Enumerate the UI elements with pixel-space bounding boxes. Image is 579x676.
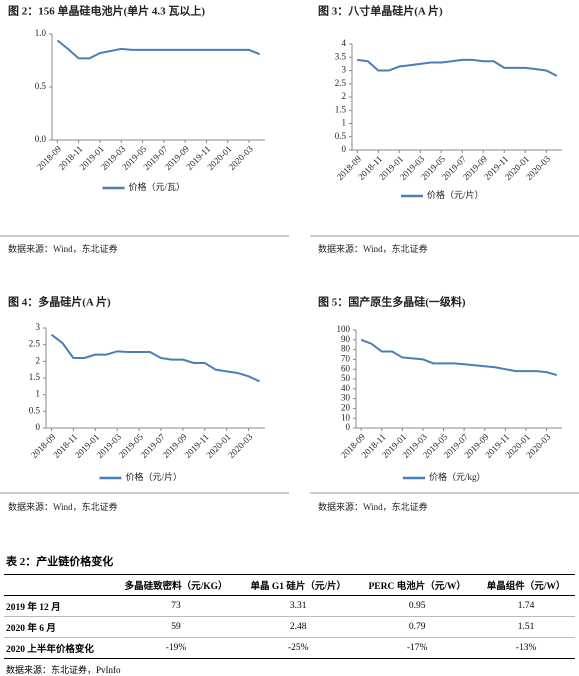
y-tick-label: 30 — [341, 393, 351, 403]
table-source: 数据来源：东北证券，PvInfo — [6, 665, 121, 675]
header-cell: 单晶 G1 硅片（元/片） — [239, 574, 358, 596]
y-tick-label: 0.0 — [35, 134, 47, 144]
y-tick-label: 2.5 — [335, 78, 347, 88]
table-cell: -17% — [357, 637, 478, 659]
y-tick-label: 70 — [341, 353, 351, 363]
header-cell: 多晶硅致密料（元/KG） — [112, 574, 240, 596]
table-cell: 2020 年 6 月 — [4, 616, 113, 638]
chart-title: 图 3：八寸单晶硅片(A 片) — [318, 4, 443, 18]
source-note: 数据来源：Wind，东北证券 — [318, 501, 428, 512]
y-tick-label: 40 — [341, 383, 351, 393]
table-cell: -25% — [239, 637, 358, 659]
x-tick-label: 2020-03 — [226, 431, 255, 460]
y-tick-label: 100 — [337, 324, 351, 334]
header-cell: PERC 电池片（元/W） — [357, 574, 478, 596]
y-tick-label: 1 — [36, 389, 41, 399]
data-line — [50, 333, 260, 383]
y-tick-label: 0 — [342, 144, 347, 154]
table-cell: 1.74 — [477, 595, 575, 617]
y-tick-label: 1.5 — [335, 104, 347, 114]
source-note: 数据来源：Wind，东北证券 — [8, 501, 118, 512]
chart-title: 图 5：国产原生多晶硅(一级料) — [318, 295, 466, 309]
y-tick-label: 0.5 — [35, 81, 47, 91]
legend-label: 价格（元/片） — [427, 189, 484, 200]
y-tick-label: 0 — [346, 422, 351, 432]
chart-title: 图 4：多晶硅片(A 片) — [8, 295, 111, 309]
y-tick-label: 60 — [341, 363, 351, 373]
header-cell — [4, 574, 113, 596]
table-cell: 2019 年 12 月 — [4, 595, 113, 617]
table-title: 表 2：产业链价格变化 — [6, 556, 114, 568]
table-cell: -13% — [477, 637, 575, 659]
table-cell: 2.48 — [239, 616, 358, 638]
table-cell: 0.95 — [357, 595, 478, 617]
y-tick-label: 80 — [341, 344, 351, 354]
source-note: 数据来源：Wind，东北证券 — [8, 243, 118, 254]
data-line — [357, 58, 558, 77]
y-tick-label: 0.5 — [335, 131, 347, 141]
y-tick-label: 0 — [36, 422, 41, 432]
y-tick-label: 4 — [342, 38, 347, 48]
data-line — [360, 338, 558, 377]
legend-label: 价格（元/片） — [126, 471, 183, 482]
table-cell: 2020 上半年价格变化 — [4, 637, 113, 659]
y-tick-label: 3.5 — [335, 51, 347, 61]
y-tick-label: 3 — [342, 65, 347, 75]
y-tick-label: 1.5 — [29, 372, 41, 382]
header-cell: 单晶组件（元/W） — [477, 574, 575, 596]
table-cell: 73 — [112, 595, 240, 617]
header-row: 多晶硅致密料（元/KG） 单晶 G1 硅片（元/片） PERC 电池片（元/W） 单晶… — [4, 574, 575, 596]
data-line — [56, 39, 261, 60]
table-cell: -19% — [112, 637, 240, 659]
y-tick-label: 1.0 — [35, 28, 47, 38]
table-section: 表 2：产业链价格变化 多晶硅致密料（元/KG） 单晶 G1 硅片（元/片） PER… — [4, 553, 575, 676]
legend-label: 价格（元/kg） — [429, 471, 486, 482]
table-cell: 0.79 — [357, 616, 478, 638]
table-cell: 59 — [112, 616, 240, 638]
charts: 图 2：156 单晶硅电池片(单片 4.3 瓦以上)0.00.51.02018-… — [0, 4, 579, 512]
x-tick-label: 2020-03 — [227, 143, 256, 172]
y-tick-label: 20 — [341, 402, 351, 412]
table-row: 2020 年 6 月 59 2.48 0.79 1.51 — [4, 616, 575, 638]
legend-label: 价格（元/瓦） — [129, 181, 186, 192]
table-cell: 1.51 — [477, 616, 575, 638]
table-row: 2019 年 12 月 73 3.31 0.95 1.74 — [4, 595, 575, 617]
y-tick-label: 2 — [36, 355, 41, 365]
y-tick-label: 3 — [36, 322, 41, 332]
y-tick-label: 10 — [341, 412, 351, 422]
y-tick-label: 2.5 — [29, 339, 41, 349]
y-tick-label: 0.5 — [29, 405, 41, 415]
table: 多晶硅致密料（元/KG） 单晶 G1 硅片（元/片） PERC 电池片（元/W） 单晶… — [4, 574, 575, 659]
table-cell: 3.31 — [239, 595, 358, 617]
y-tick-label: 2 — [342, 91, 347, 101]
table-row: 2020 上半年价格变化 -19% -25% -17% -13% — [4, 637, 575, 659]
y-tick-label: 50 — [341, 373, 351, 383]
y-tick-label: 1 — [342, 118, 347, 128]
chart-title: 图 2：156 单晶硅电池片(单片 4.3 瓦以上) — [8, 4, 205, 18]
source-note: 数据来源：Wind，东北证券 — [318, 243, 428, 254]
x-tick-label: 2020-03 — [524, 153, 553, 182]
y-tick-label: 90 — [341, 334, 351, 344]
